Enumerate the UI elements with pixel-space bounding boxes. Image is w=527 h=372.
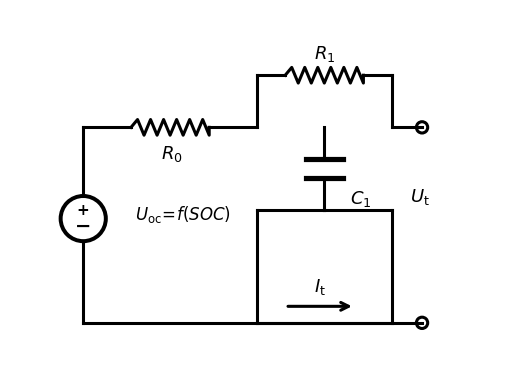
Text: $U_{\mathrm{oc}}\!=\!f(SOC)$: $U_{\mathrm{oc}}\!=\!f(SOC)$ xyxy=(135,204,231,225)
Text: $C_1$: $C_1$ xyxy=(350,189,372,209)
Text: +: + xyxy=(77,203,90,218)
Text: $R_0$: $R_0$ xyxy=(161,144,183,164)
Text: $I_{\mathrm{t}}$: $I_{\mathrm{t}}$ xyxy=(314,277,326,297)
Text: $R_1$: $R_1$ xyxy=(314,44,335,64)
Text: −: − xyxy=(75,217,91,236)
Text: $U_{\mathrm{t}}$: $U_{\mathrm{t}}$ xyxy=(410,187,430,207)
